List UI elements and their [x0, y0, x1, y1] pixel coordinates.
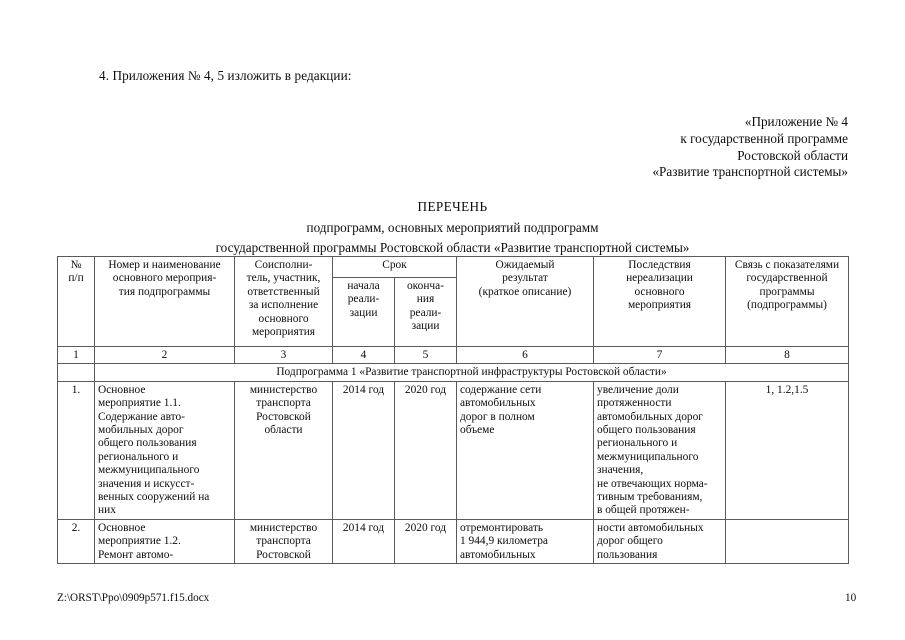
page-title: ПЕРЕЧЕНЬ: [417, 199, 488, 214]
row-executor: министерство транспорта Ростовской: [234, 518, 333, 565]
table-row: 2. Основное мероприятие 1.2. Ремонт авто…: [57, 518, 849, 565]
row-term-start: 2014 год: [332, 518, 395, 565]
subprogram-banner: Подпрограмма 1 «Развитие транспортной ин…: [94, 363, 849, 382]
column-number-7: 7: [593, 345, 726, 365]
appendix-header-block: «Приложение № 4 к государственной програ…: [652, 114, 848, 181]
subprogram-banner-row: Подпрограмма 1 «Развитие транспортной ин…: [57, 363, 849, 382]
header-cell-indicators: Связь с показателями государственной про…: [725, 256, 849, 347]
title-subtitle-line-1: подпрограмм, основных мероприятий подпро…: [306, 219, 599, 235]
program-table: № п/п Номер и наименование основного мер…: [57, 256, 849, 565]
appendix-header-line-3: Ростовской области: [737, 147, 848, 163]
header-cell-executor: Соисполни- тель, участник, ответственный…: [234, 256, 333, 347]
table-column-number-row: 1 2 3 4 5 6 7 8: [57, 345, 849, 365]
column-number-2: 2: [94, 345, 235, 365]
header-cell-term-end: оконча- ния реали- зации: [394, 276, 457, 348]
column-number-5: 5: [394, 345, 457, 365]
banner-empty-cell: [57, 363, 95, 382]
header-cell-consequences: Последствия нереализации основного мероп…: [593, 256, 726, 347]
row-term-start: 2014 год: [332, 380, 395, 520]
appendix-header-line-1: «Приложение № 4: [744, 114, 848, 129]
row-term-end: 2020 год: [394, 518, 457, 565]
row-expected-result: отремонтировать 1 944,9 километра автомо…: [456, 518, 594, 565]
table-header-subrow: начала реали- зации оконча- ния реали- з…: [58, 276, 849, 348]
row-executor: министерство транспорта Ростовской облас…: [234, 380, 333, 520]
footer-page-number: 10: [845, 592, 857, 604]
footer-file-path: Z:\ORST\Ppo\0909p571.f15.docx: [57, 592, 210, 604]
program-table-container: № п/п Номер и наименование основного мер…: [57, 256, 849, 565]
header-cell-measure-name: Номер и наименование основного мероприя-…: [94, 256, 235, 347]
header-cell-number: № п/п: [57, 256, 95, 347]
row-consequences: ности автомобильных дорог общего пользов…: [593, 518, 726, 565]
column-number-3: 3: [234, 345, 333, 365]
column-number-4: 4: [332, 345, 395, 365]
appendix-header-line-2: к государственной программе: [680, 130, 848, 146]
table-header-row: № п/п Номер и наименование основного мер…: [57, 256, 849, 347]
column-number-8: 8: [725, 345, 849, 365]
title-subtitle-line-2: государственной программы Ростовской обл…: [215, 240, 690, 255]
column-number-1: 1: [57, 345, 95, 365]
column-number-6: 6: [456, 345, 594, 365]
row-measure-name: Основное мероприятие 1.1. Содержание авт…: [94, 380, 235, 520]
row-consequences: увеличение доли протяженности автомобиль…: [593, 380, 726, 520]
appendix-header-line-4: «Развитие транспортной системы»: [652, 164, 848, 180]
row-term-end: 2020 год: [394, 380, 457, 520]
row-number: 2.: [57, 518, 95, 565]
table-row: 1. Основное мероприятие 1.1. Содержание …: [57, 380, 849, 520]
document-title-block: ПЕРЕЧЕНЬ подпрограмм, основных мероприят…: [0, 197, 905, 259]
row-indicators: 1, 1.2,1.5: [725, 380, 849, 520]
header-cell-term-start: начала реали- зации: [332, 276, 395, 348]
row-measure-name: Основное мероприятие 1.2. Ремонт автомо-: [94, 518, 235, 565]
intro-paragraph: 4. Приложения № 4, 5 изложить в редакции…: [99, 68, 352, 83]
header-cell-term-group: Срок: [332, 256, 457, 278]
header-cell-expected-result: Ожидаемый результат (краткое описание): [456, 256, 594, 347]
row-indicators: [725, 518, 849, 565]
row-expected-result: содержание сети автомобильных дорог в по…: [456, 380, 594, 520]
row-number: 1.: [57, 380, 95, 520]
